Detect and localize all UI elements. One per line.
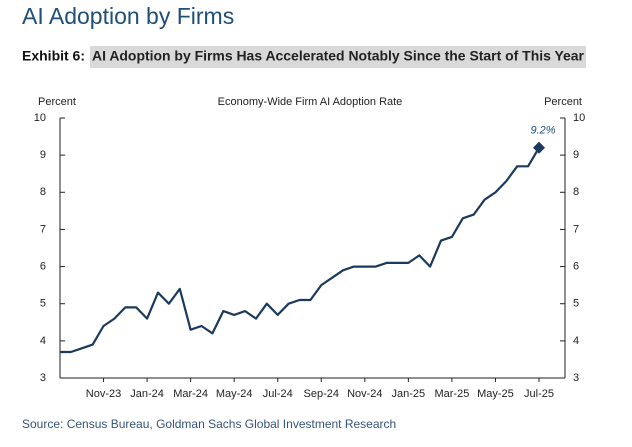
y2-tick-label: 4 [573, 335, 579, 347]
y-axis-label: Percent [38, 96, 76, 108]
y2-tick-label: 6 [573, 260, 579, 272]
y2-tick-label: 9 [573, 149, 579, 161]
exhibit-label: Exhibit 6: [22, 48, 85, 64]
y-tick-label: 8 [40, 186, 46, 198]
line-series [60, 147, 540, 354]
y2-tick-label: 7 [573, 223, 579, 235]
y-tick-label: 9 [40, 149, 46, 161]
x-tick-label: Jul-25 [524, 388, 554, 400]
x-tick-label: Jan-24 [130, 388, 164, 400]
y-tick-label: 6 [40, 260, 46, 272]
x-tick-label: May-25 [477, 388, 514, 400]
x-tick-label: Mar-25 [434, 388, 469, 400]
y2-tick-label: 10 [573, 112, 585, 124]
y-tick-label: 5 [40, 298, 46, 310]
x-tick-label: Nov-24 [347, 388, 382, 400]
exhibit-title: AI Adoption by Firms Has Accelerated Not… [92, 48, 585, 64]
x-tick-label: Mar-24 [173, 388, 208, 400]
data-label: 9.2% [530, 125, 555, 137]
y-tick-label: 10 [34, 112, 46, 124]
y2-axis-label: Percent [544, 96, 582, 108]
chart-title: Economy-Wide Firm AI Adoption Rate [218, 96, 403, 108]
highlight [90, 46, 586, 68]
y2-tick-label: 8 [573, 186, 579, 198]
x-tick-label: Sep-24 [304, 388, 339, 400]
y2-tick-label: 3 [573, 372, 579, 384]
y-tick-label: 3 [40, 372, 46, 384]
x-tick-label: May-24 [216, 388, 253, 400]
source: Source: Census Bureau, Goldman Sachs Glo… [22, 417, 396, 431]
page-title: AI Adoption by Firms [22, 3, 234, 29]
y-tick-label: 7 [40, 223, 46, 235]
x-tick-label: Jul-24 [263, 388, 293, 400]
y-tick-label: 4 [40, 335, 46, 347]
y2-tick-label: 5 [573, 298, 579, 310]
x-tick-label: Nov-23 [86, 388, 121, 400]
x-tick-label: Jan-25 [392, 388, 426, 400]
marker [533, 141, 545, 154]
